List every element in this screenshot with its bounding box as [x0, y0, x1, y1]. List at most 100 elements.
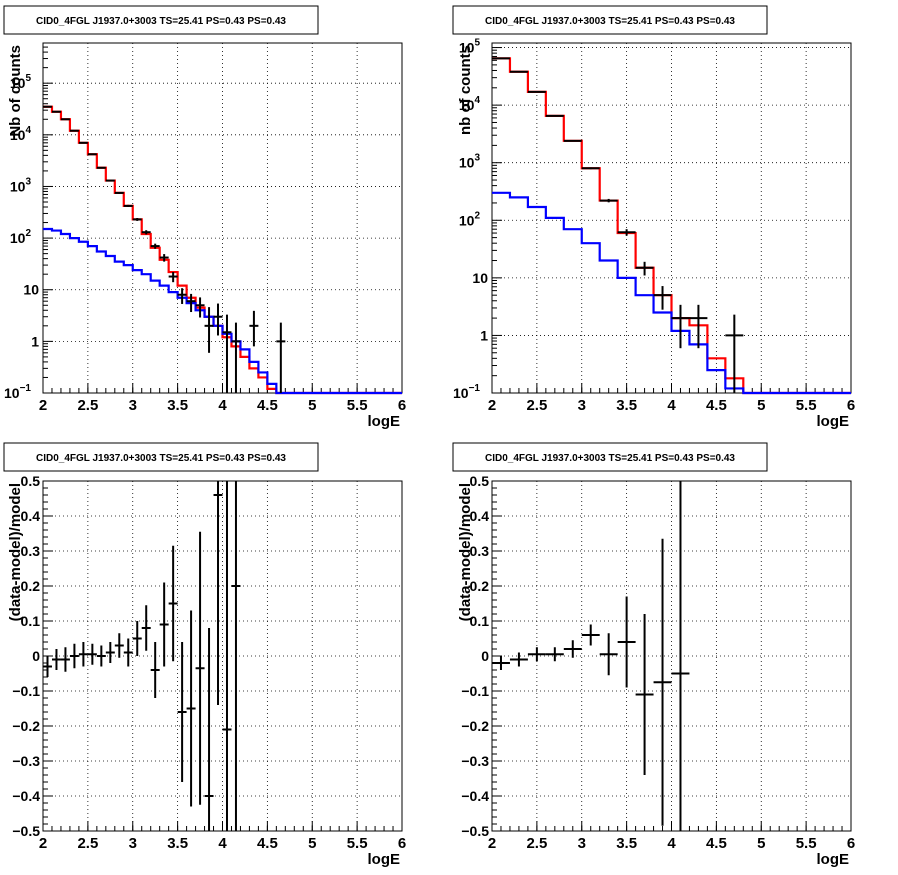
y-axis-label: (data-model)/model	[7, 483, 24, 621]
chart-title: CID0_4FGL J1937.0+3003 TS=25.41 PS=0.43 …	[485, 16, 735, 27]
chart-title: CID0_4FGL J1937.0+3003 TS=25.41 PS=0.43 …	[36, 453, 286, 464]
x-tick-label: 5	[308, 835, 316, 852]
x-tick-label: 3.5	[167, 397, 188, 414]
title-box	[3, 442, 319, 472]
model-total-histogram	[492, 57, 851, 395]
chart-title: CID0_4FGL J1937.0+3003 TS=25.41 PS=0.43 …	[36, 16, 286, 27]
y-tick-exponent: 4	[25, 125, 31, 136]
y-tick-label: 102	[459, 210, 481, 228]
y-tick-label: −0.3	[461, 753, 489, 769]
pad-top-right-spectrum: CID0_4FGL J1937.0+3003 TS=25.41 PS=0.43 …	[452, 5, 855, 430]
x-tick-label: 4	[667, 835, 676, 852]
y-tick-exponent: −1	[20, 383, 32, 394]
x-tick-label: 5.5	[347, 397, 368, 414]
y-tick-label: −0.5	[461, 823, 489, 839]
y-tick-label: −0.1	[461, 683, 489, 699]
y-tick-base: 10	[453, 385, 469, 401]
pad-top-left-spectrum: CID0_4FGL J1937.0+3003 TS=25.41 PS=0.43 …	[3, 5, 406, 430]
x-tick-label: 4.5	[257, 397, 278, 414]
y-tick-exponent: 3	[25, 176, 31, 187]
x-tick-label: 6	[398, 397, 406, 414]
y-tick-label: −0.4	[12, 788, 40, 804]
x-axis-label: logE	[368, 851, 401, 868]
y-tick-label: 0.3	[470, 543, 490, 559]
y-tick-exponent: 2	[474, 210, 480, 221]
x-tick-label: 2.5	[526, 397, 547, 414]
x-tick-label: 6	[847, 397, 855, 414]
chart-title: CID0_4FGL J1937.0+3003 TS=25.41 PS=0.43 …	[485, 453, 735, 464]
y-tick-base: 10	[10, 230, 26, 246]
y-tick-label: −0.2	[12, 718, 40, 734]
x-tick-label: 4	[218, 835, 227, 852]
x-tick-label: 5.5	[796, 835, 817, 852]
x-tick-label: 4.5	[706, 835, 727, 852]
x-tick-label: 3.5	[616, 835, 637, 852]
title-box	[452, 442, 768, 472]
x-tick-label: 5	[308, 397, 316, 414]
x-tick-label: 2	[39, 835, 47, 852]
x-axis-label: logE	[368, 413, 401, 430]
y-tick-base: 10	[4, 385, 20, 401]
y-tick-label: 102	[10, 228, 32, 246]
y-tick-label: −0.4	[461, 788, 489, 804]
y-tick-label: 0	[481, 648, 489, 664]
x-tick-label: 3	[129, 835, 137, 852]
y-tick-label: 1	[31, 333, 39, 349]
y-axis-label: (data-model)/model	[457, 483, 474, 621]
x-tick-label: 4	[218, 397, 227, 414]
y-tick-label: 0.5	[470, 473, 490, 489]
y-tick-label: 10−1	[4, 383, 31, 401]
y-axis-label: Nb of counts	[7, 45, 24, 137]
y-tick-exponent: −1	[469, 383, 481, 394]
model-source-histogram	[492, 191, 851, 395]
x-tick-label: 5.5	[347, 835, 368, 852]
y-tick-label: 103	[10, 176, 32, 194]
y-tick-base: 10	[459, 155, 475, 171]
y-tick-label: 104	[459, 95, 481, 113]
y-tick-label: 10	[472, 270, 488, 286]
y-tick-label: 103	[459, 153, 481, 171]
y-tick-exponent: 3	[474, 153, 480, 164]
x-tick-label: 6	[398, 835, 406, 852]
x-tick-label: 4.5	[706, 397, 727, 414]
x-tick-label: 2.5	[77, 397, 98, 414]
y-tick-label: 0.1	[470, 613, 490, 629]
x-tick-label: 3	[578, 397, 586, 414]
y-tick-base: 1	[480, 327, 488, 343]
y-tick-label: 105	[10, 73, 32, 91]
y-axis-label: nb of counts	[457, 45, 474, 135]
y-tick-label: 0.2	[470, 578, 490, 594]
y-tick-exponent: 5	[474, 38, 480, 49]
y-tick-base: 10	[10, 127, 26, 143]
x-tick-label: 3.5	[167, 835, 188, 852]
title-box	[452, 5, 768, 35]
x-tick-label: 2.5	[526, 835, 547, 852]
y-tick-label: −0.2	[461, 718, 489, 734]
x-tick-label: 4.5	[257, 835, 278, 852]
y-tick-base: 10	[23, 282, 39, 298]
x-tick-label: 2.5	[77, 835, 98, 852]
y-tick-label: 0.5	[21, 473, 41, 489]
model-source-histogram	[43, 227, 402, 395]
y-tick-base: 10	[10, 75, 26, 91]
y-tick-label: 10−1	[453, 383, 480, 401]
x-tick-label: 4	[667, 397, 676, 414]
y-tick-base: 10	[472, 270, 488, 286]
x-axis-label: logE	[817, 413, 850, 430]
y-tick-label: 104	[10, 125, 32, 143]
y-tick-label: −0.1	[12, 683, 40, 699]
x-tick-label: 6	[847, 835, 855, 852]
x-tick-label: 5	[757, 835, 765, 852]
y-tick-label: 0.4	[21, 508, 41, 524]
y-tick-label: 0.1	[21, 613, 41, 629]
y-tick-base: 10	[459, 97, 475, 113]
x-tick-label: 3	[129, 397, 137, 414]
pad-bottom-right-residuals: CID0_4FGL J1937.0+3003 TS=25.41 PS=0.43 …	[452, 442, 855, 868]
x-tick-label: 2	[488, 835, 496, 852]
y-tick-exponent: 5	[25, 73, 31, 84]
x-tick-label: 5.5	[796, 397, 817, 414]
pad-bottom-left-residuals: CID0_4FGL J1937.0+3003 TS=25.41 PS=0.43 …	[3, 442, 406, 868]
y-tick-label: 0.2	[21, 578, 41, 594]
y-tick-label: −0.5	[12, 823, 40, 839]
x-tick-label: 3.5	[616, 397, 637, 414]
